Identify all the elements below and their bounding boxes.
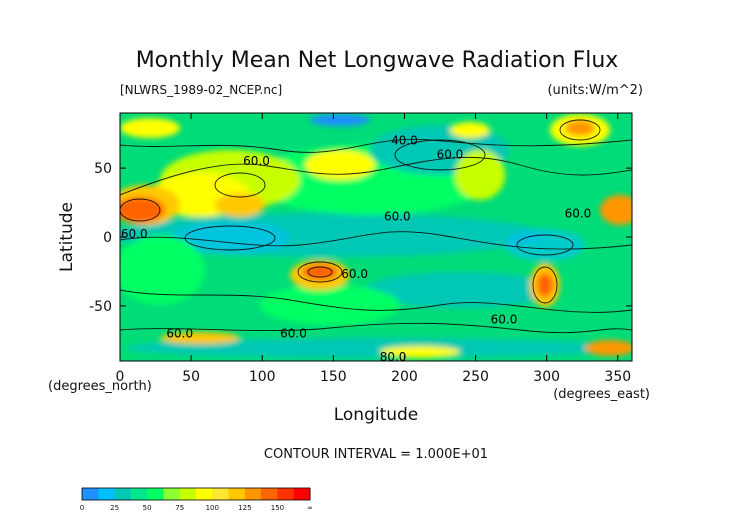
contour-label: 60.0 <box>243 154 270 168</box>
colorbar-swatch <box>163 488 181 500</box>
mid-region <box>260 285 400 325</box>
x-tick-label: 100 <box>249 369 276 385</box>
x-axis-label: Longitude <box>334 405 419 425</box>
contour-line <box>532 266 558 304</box>
x-tick-label: 150 <box>320 369 347 385</box>
contour-label: 60.0 <box>384 209 411 223</box>
colorbar-swatch <box>212 488 230 500</box>
contour-line <box>120 289 632 313</box>
x-tick-label: 250 <box>462 369 489 385</box>
contour-label: 60.0 <box>437 147 464 161</box>
file-label: [NLWRS_1989-02_NCEP.nc] <box>120 83 282 97</box>
contour-label: 40.0 <box>391 134 418 148</box>
colorbar-tick-label: 50 <box>143 504 152 512</box>
contour-line <box>120 231 632 250</box>
x-tick-label: 50 <box>182 369 200 385</box>
peak-region <box>585 340 632 356</box>
colorbar-frame <box>81 487 311 501</box>
high-region <box>120 118 180 138</box>
colorbar-swatch <box>130 488 148 500</box>
high-region <box>380 346 460 358</box>
polar-band <box>125 338 625 358</box>
high-region <box>160 332 240 344</box>
contour-labels: 40.0 60.0 60.0 60.0 60.0 60.0 60.0 60.0 60.0 60.0… <box>121 134 592 364</box>
contour-line <box>214 172 266 198</box>
peak-region <box>565 120 595 136</box>
contour-line <box>394 139 486 171</box>
x-tick-label: 0 <box>116 369 125 385</box>
contour-line <box>120 198 161 222</box>
y-axis-label: Latitude <box>57 202 77 272</box>
colorbar-swatch <box>98 488 116 500</box>
high-region <box>450 122 490 138</box>
x-tick-label: 200 <box>391 369 418 385</box>
contour-label: 60.0 <box>341 267 368 281</box>
map-field: 40.0 60.0 60.0 60.0 60.0 60.0 60.0 60.0 60.0 60.0… <box>120 113 632 364</box>
high-region <box>215 193 265 217</box>
contour-line <box>184 225 276 251</box>
contour-line <box>120 138 632 153</box>
colorbar-tick-label: 0 <box>80 504 84 512</box>
low-region <box>170 222 290 254</box>
contour-label: 60.0 <box>565 207 592 221</box>
x-tick-label: 300 <box>533 369 560 385</box>
colorbar-tick-label: 150 <box>271 504 284 512</box>
y-tick-label: 0 <box>103 230 112 246</box>
colorbar-swatch <box>179 488 197 500</box>
x-axis-ticks: 0 50 100 150 200 250 300 350 <box>116 113 631 385</box>
colorbar-swatch <box>244 488 262 500</box>
contour-line <box>297 261 343 283</box>
colorbar-swatch <box>277 488 295 500</box>
mid-region <box>120 235 205 305</box>
colorbar-tick-label: ∞ <box>307 504 313 512</box>
contour-lines <box>120 119 632 334</box>
contour-line <box>307 266 333 278</box>
colorbar-labels: 0 25 50 75 100 125 150 ∞ <box>80 504 313 512</box>
contour-label: 60.0 <box>280 326 307 340</box>
contour-line <box>516 234 574 256</box>
high-region <box>305 150 375 180</box>
x-axis-units: (degrees_east) <box>553 387 650 402</box>
peak-region <box>600 195 632 225</box>
contour-label: 60.0 <box>121 227 148 241</box>
colorbar-swatch <box>261 488 278 500</box>
contour-label: 80.0 <box>380 350 407 364</box>
y-tick-label: 50 <box>94 161 112 177</box>
contour-label: 60.0 <box>491 313 518 327</box>
low-region <box>310 114 370 126</box>
colorbar-swatch <box>293 488 311 500</box>
colorbar-swatch <box>228 488 246 500</box>
contour-line <box>120 322 632 334</box>
colorbar-tick-label: 125 <box>238 504 251 512</box>
chart-title: Monthly Mean Net Longwave Radiation Flux <box>136 48 619 73</box>
y-axis-ticks: 50 0 -50 <box>89 161 632 315</box>
peak-region <box>302 264 338 280</box>
contour-line <box>559 119 601 141</box>
low-region <box>365 272 555 308</box>
colorbar-swatch <box>114 488 132 500</box>
contour-label: 60.0 <box>166 326 193 340</box>
units-label: (units:W/m^2) <box>547 83 643 98</box>
low-region <box>505 229 585 261</box>
high-region <box>455 150 505 200</box>
peak-region <box>120 197 165 223</box>
colorbar-tick-label: 25 <box>110 504 119 512</box>
colorbar-tick-label: 75 <box>175 504 184 512</box>
contour-interval: CONTOUR INTERVAL = 1.000E+01 <box>264 447 488 462</box>
colorbar-swatch <box>82 488 99 500</box>
x-tick-label: 350 <box>604 369 631 385</box>
colorbar-swatch <box>147 488 164 500</box>
colorbar <box>81 487 311 501</box>
contour-line <box>120 156 632 196</box>
peak-region <box>537 273 553 297</box>
colorbar-swatch <box>196 488 213 500</box>
colorbar-tick-label: 100 <box>206 504 219 512</box>
y-tick-label: -50 <box>89 299 112 315</box>
y-axis-units: (degrees_north) <box>48 379 152 394</box>
